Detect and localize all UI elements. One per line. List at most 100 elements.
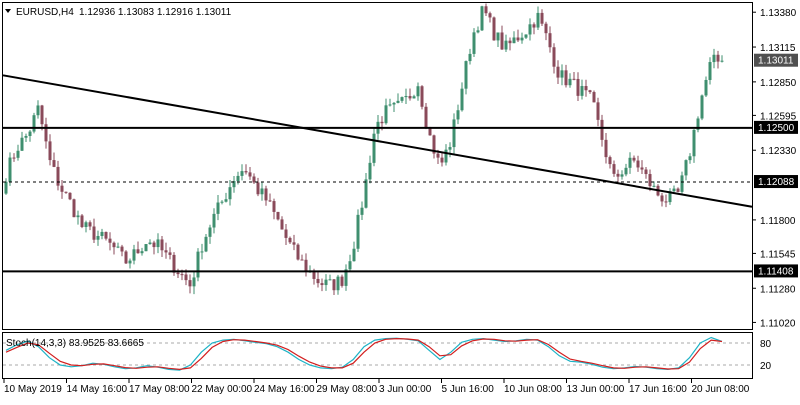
candle-body bbox=[452, 119, 456, 148]
candle-body bbox=[352, 248, 356, 262]
candle-body bbox=[464, 61, 468, 89]
main-panel-frame bbox=[2, 2, 753, 330]
candle-body bbox=[716, 54, 720, 62]
candle-body bbox=[492, 17, 496, 41]
candle-body bbox=[428, 127, 432, 136]
candle-body bbox=[64, 191, 68, 193]
stoch-tick-label: 80 bbox=[760, 339, 772, 350]
candle-body bbox=[152, 242, 156, 248]
time-tick-label: 17 May 08:00 bbox=[129, 384, 190, 395]
candle-body bbox=[480, 6, 484, 31]
candle-body bbox=[668, 191, 672, 203]
candle-body bbox=[608, 157, 612, 165]
candle-body bbox=[592, 92, 596, 103]
candle-body bbox=[572, 78, 576, 80]
candle-body bbox=[288, 237, 292, 243]
candle-body bbox=[228, 187, 232, 200]
candle-body bbox=[32, 115, 36, 132]
price-tick-label: 1.11020 bbox=[760, 318, 796, 329]
candle-body bbox=[460, 88, 464, 111]
price-tick-label: 1.11280 bbox=[760, 284, 796, 295]
candle-body bbox=[36, 105, 40, 116]
candle-body bbox=[180, 274, 184, 276]
candle-body bbox=[212, 213, 216, 228]
candle-body bbox=[104, 231, 108, 239]
stoch-layer: 80 20 bbox=[3, 336, 772, 372]
price-label-text: 1.11408 bbox=[758, 266, 794, 277]
candle-body bbox=[392, 102, 396, 105]
candle-body bbox=[92, 226, 96, 240]
candle-body bbox=[644, 169, 648, 175]
levels-layer bbox=[2, 74, 753, 273]
time-tick-label: 24 May 16:00 bbox=[254, 384, 315, 395]
candle-body bbox=[440, 157, 444, 163]
candle-body bbox=[448, 147, 452, 150]
candle-body bbox=[244, 171, 248, 173]
candle-body bbox=[356, 214, 360, 249]
candle-body bbox=[576, 78, 580, 96]
candle-body bbox=[248, 172, 252, 177]
candle-body bbox=[48, 141, 52, 161]
candle-body bbox=[556, 66, 560, 78]
candle-body bbox=[672, 188, 676, 192]
candle-body bbox=[196, 251, 200, 278]
candle-body bbox=[384, 105, 388, 124]
candle-body bbox=[120, 246, 124, 252]
candle-body bbox=[648, 174, 652, 187]
price-label-text: 1.12500 bbox=[758, 123, 795, 134]
candle-body bbox=[380, 121, 384, 124]
candle-body bbox=[168, 252, 172, 255]
price-tick-label: 1.13380 bbox=[760, 8, 797, 19]
candle-body bbox=[416, 86, 420, 97]
candle-body bbox=[56, 166, 60, 186]
candle-body bbox=[632, 157, 636, 161]
candle-body bbox=[552, 47, 556, 67]
time-tick-label: 5 Jun 16:00 bbox=[442, 384, 495, 395]
candle-body bbox=[208, 227, 212, 237]
candle-body bbox=[496, 32, 500, 41]
candle-body bbox=[640, 167, 644, 170]
candle-body bbox=[204, 236, 208, 252]
candle-body bbox=[16, 150, 20, 158]
price-label-box bbox=[754, 175, 798, 189]
candle-body bbox=[224, 199, 228, 202]
candle-body bbox=[156, 239, 160, 248]
time-tick-label: 22 May 00:00 bbox=[192, 384, 253, 395]
candle-body bbox=[456, 110, 460, 120]
candle-body bbox=[252, 176, 256, 183]
price-tick-label: 1.12330 bbox=[760, 146, 797, 157]
candle-body bbox=[40, 105, 44, 125]
candle-body bbox=[328, 279, 332, 281]
candle-body bbox=[76, 215, 80, 218]
candle-body bbox=[624, 167, 628, 175]
price-axis: 1.13380 1.13115 1.12850 1.12595 1.12330 1.118… bbox=[752, 8, 797, 329]
candle-body bbox=[548, 33, 552, 48]
candle-body bbox=[320, 283, 324, 286]
candle-body bbox=[236, 175, 240, 182]
candle-body bbox=[364, 179, 368, 208]
candle-body bbox=[360, 207, 364, 215]
candle-body bbox=[304, 259, 308, 272]
candle-body bbox=[188, 280, 192, 287]
time-tick-label: 17 Jun 16:00 bbox=[629, 384, 687, 395]
price-tick-label: 1.11545 bbox=[760, 249, 796, 260]
candle-body bbox=[412, 96, 416, 99]
candle-body bbox=[628, 157, 632, 168]
candle-body bbox=[144, 244, 148, 252]
candle-body bbox=[444, 149, 448, 163]
candle-body bbox=[588, 90, 592, 93]
price-labels: 1.13011 1.12500 1.12088 1.11408 bbox=[754, 53, 798, 278]
price-tick-label: 1.12595 bbox=[760, 111, 797, 122]
trendline bbox=[2, 74, 753, 208]
candle-body bbox=[184, 274, 188, 281]
collapse-triangle-icon[interactable] bbox=[5, 9, 11, 13]
stoch-title: Stoch(14,3,3) 83.9525 83.6665 bbox=[6, 338, 144, 349]
candle-body bbox=[200, 251, 204, 253]
candle-body bbox=[720, 60, 724, 62]
ohlc-values: 1.12936 1.13083 1.12916 1.13011 bbox=[79, 7, 232, 18]
candle-body bbox=[296, 244, 300, 260]
candle-body bbox=[160, 239, 164, 251]
candle-body bbox=[544, 23, 548, 34]
candle-body bbox=[512, 37, 516, 44]
